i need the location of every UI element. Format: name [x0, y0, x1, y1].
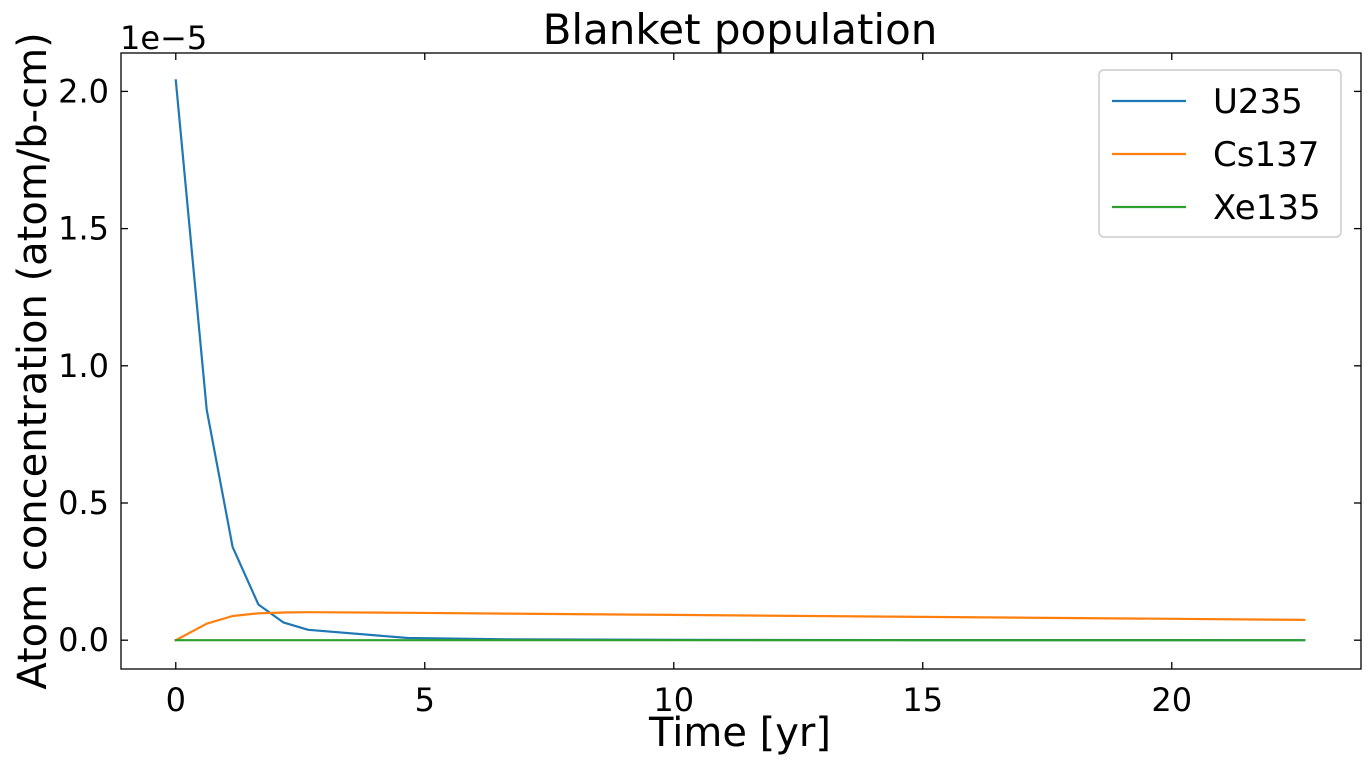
y-tick-label: 1.0 [58, 347, 109, 385]
y-tick-label: 0.5 [58, 484, 109, 522]
y-offset-label: 1e−5 [120, 19, 207, 57]
series-line-cs137 [174, 611, 1306, 642]
legend-label-cs137: Cs137 [1213, 135, 1319, 175]
x-tick-label: 0 [166, 681, 186, 719]
x-tick-label: 20 [1151, 681, 1192, 719]
y-tick-label: 0.0 [58, 621, 109, 659]
chart-title: Blanket population [543, 5, 938, 54]
legend-label-u235: U235 [1213, 82, 1303, 122]
x-axis-label: Time [yr] [648, 710, 831, 756]
x-tick-label: 5 [415, 681, 435, 719]
y-axis-label: Atom concentration (atom/b-cm) [10, 32, 56, 689]
x-tick-label: 10 [653, 681, 694, 719]
y-tick-label: 2.0 [58, 72, 109, 110]
y-tick-label: 1.5 [58, 210, 109, 248]
plot-area: 0 5 10 15 20 0.0 0.5 1.0 1.5 2.0 [58, 52, 1362, 719]
x-tick-label: 15 [902, 681, 943, 719]
plot-frame [120, 52, 1362, 670]
legend-label-xe135: Xe135 [1213, 188, 1321, 228]
legend-box [1098, 69, 1342, 238]
legend: U235 Cs137 Xe135 [1098, 69, 1342, 238]
